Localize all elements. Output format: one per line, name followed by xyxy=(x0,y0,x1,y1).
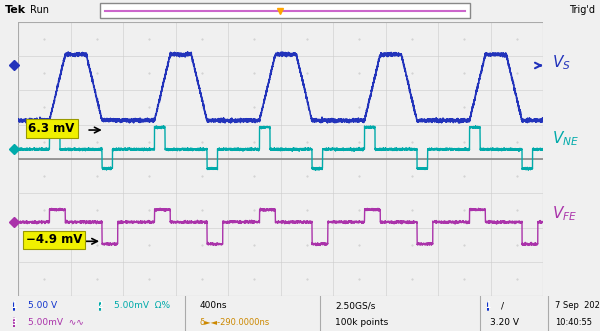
Text: 10:40:55: 10:40:55 xyxy=(555,318,592,327)
Text: 1: 1 xyxy=(11,302,17,310)
Text: $V_{FE}$: $V_{FE}$ xyxy=(551,205,577,223)
Text: Run: Run xyxy=(30,5,49,15)
Text: Tek: Tek xyxy=(5,5,26,15)
Text: −4.9 mV: −4.9 mV xyxy=(26,233,82,246)
Text: Trig'd: Trig'd xyxy=(569,5,595,15)
Text: 7 Sep  2023: 7 Sep 2023 xyxy=(555,302,600,310)
Text: $V_{NE}$: $V_{NE}$ xyxy=(551,129,578,148)
Text: 5.00 V: 5.00 V xyxy=(28,302,57,310)
Text: $V_S$: $V_S$ xyxy=(551,53,571,72)
FancyBboxPatch shape xyxy=(100,3,470,18)
Text: 100k points: 100k points xyxy=(335,318,388,327)
Text: /: / xyxy=(501,302,504,310)
Text: 6.3 mV: 6.3 mV xyxy=(29,122,75,135)
Text: 5.00mV  Ω%: 5.00mV Ω% xyxy=(114,302,170,310)
Text: 1: 1 xyxy=(485,302,491,310)
Text: 3: 3 xyxy=(11,318,17,327)
Text: 2: 2 xyxy=(97,302,103,310)
Text: 2.50GS/s: 2.50GS/s xyxy=(335,302,376,310)
Text: 5.00mV  ∿∿: 5.00mV ∿∿ xyxy=(28,318,84,327)
Text: 3.20 V: 3.20 V xyxy=(490,318,519,327)
Text: δ►◄-290.0000ns: δ►◄-290.0000ns xyxy=(200,318,270,327)
Text: 400ns: 400ns xyxy=(200,302,227,310)
